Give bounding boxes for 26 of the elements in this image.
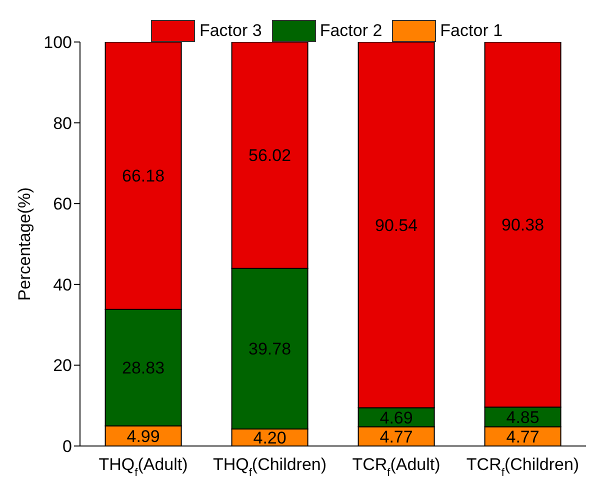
data-label: 4.77 bbox=[380, 427, 413, 446]
data-label: 4.77 bbox=[506, 427, 540, 446]
data-label: 4.69 bbox=[380, 408, 413, 428]
series-label: Factor 3 bbox=[199, 21, 262, 41]
data-label: 4.99 bbox=[126, 426, 160, 446]
data-label: 90.54 bbox=[375, 216, 418, 235]
data-label: 90.38 bbox=[502, 216, 544, 235]
data-label: 28.83 bbox=[122, 358, 165, 378]
y-tick-label: 60 bbox=[53, 194, 72, 214]
y-tick-label: 40 bbox=[53, 275, 72, 294]
x-tick-label: THQ$_{f}$(Children) bbox=[212, 455, 327, 479]
y-tick-label: 0 bbox=[62, 437, 72, 456]
y-axis-title: Percentage(%) bbox=[15, 187, 34, 301]
data-label: 56.02 bbox=[248, 146, 292, 166]
legend-label: Factor 2 bbox=[320, 21, 382, 41]
legend-label: Factor 1 bbox=[440, 21, 503, 41]
y-tick-label: 20 bbox=[53, 356, 72, 376]
x-tick-label: TCR$_{f}$(Adult) bbox=[352, 455, 440, 479]
data-label: 4.20 bbox=[253, 428, 286, 448]
data-label: 39.78 bbox=[248, 340, 292, 359]
x-tick-label: THQ$_{f}$(Adult) bbox=[98, 455, 188, 479]
y-tick-label: 80 bbox=[53, 114, 72, 133]
x-tick-label: TCR$_{f}$(Children) bbox=[466, 455, 580, 479]
data-label: 66.18 bbox=[122, 166, 165, 186]
data-label: 4.85 bbox=[506, 408, 540, 427]
y-tick-label: 100 bbox=[44, 33, 72, 52]
